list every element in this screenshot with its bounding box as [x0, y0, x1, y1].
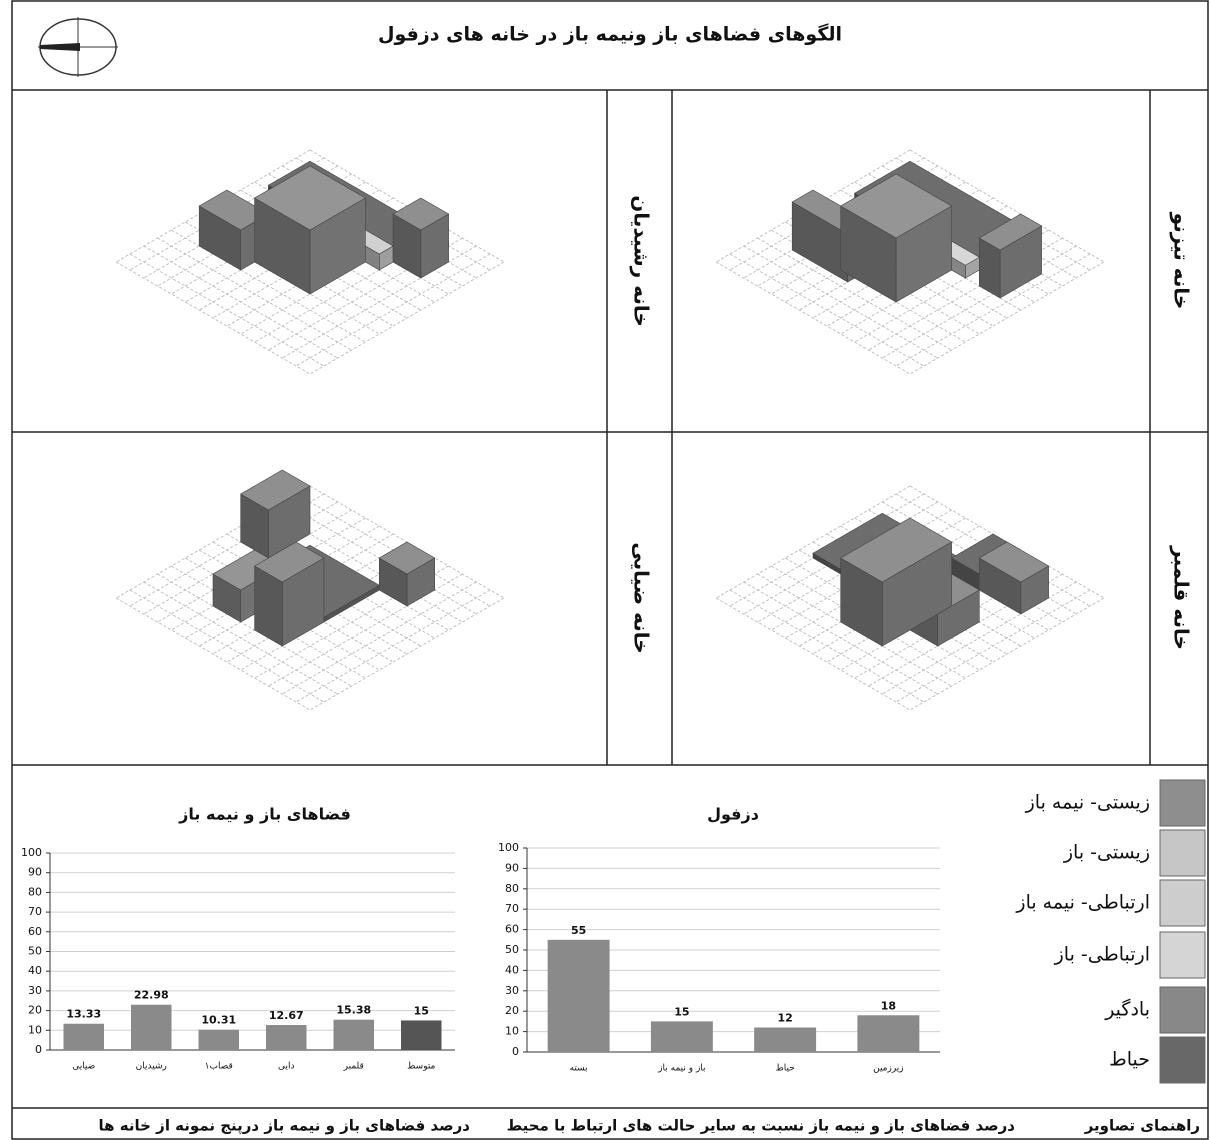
isometric-model — [116, 150, 504, 374]
value-label: 13.33 — [66, 1008, 101, 1021]
value-label: 18 — [881, 999, 896, 1012]
bar — [64, 1024, 105, 1050]
x-tick-label: متوسط — [407, 1062, 435, 1072]
x-tick-label: باز و نیمه باز — [657, 1064, 705, 1074]
value-label: 15.38 — [336, 1004, 371, 1017]
legend-label: حیاط — [1109, 1049, 1150, 1071]
logo — [38, 17, 118, 77]
x-tick-label: زیرزمین — [873, 1064, 904, 1074]
value-label: 12.67 — [269, 1009, 304, 1022]
legend-label: بادگیر — [1104, 998, 1150, 1021]
y-tick-label: 50 — [505, 943, 519, 956]
y-tick-label: 90 — [28, 866, 42, 879]
y-tick-label: 50 — [28, 945, 42, 958]
value-label: 12 — [777, 1012, 792, 1025]
bar — [199, 1030, 240, 1050]
y-tick-label: 10 — [28, 1023, 42, 1036]
bar — [857, 1015, 919, 1052]
y-tick-label: 90 — [505, 861, 519, 874]
bar — [334, 1020, 375, 1050]
y-tick-label: 10 — [505, 1025, 519, 1038]
y-tick-label: 40 — [505, 963, 519, 976]
legend-swatch — [1160, 932, 1205, 978]
legend-swatch — [1160, 880, 1205, 926]
value-label: 15 — [414, 1004, 429, 1017]
y-tick-label: 60 — [28, 925, 42, 938]
bar — [266, 1025, 307, 1050]
x-tick-label: قصاب۱ — [205, 1062, 233, 1072]
isometric-model — [716, 486, 1104, 710]
x-tick-label: حیاط — [775, 1064, 794, 1074]
legend-label: زیستی- باز — [1063, 842, 1150, 864]
y-tick-label: 0 — [35, 1043, 42, 1056]
isometric-model — [716, 150, 1104, 374]
figure: الگوهای فضاهای باز ونیمه باز در خانه های… — [0, 0, 1210, 1140]
y-tick-label: 20 — [28, 1004, 42, 1017]
y-tick-label: 60 — [505, 923, 519, 936]
chart-title: دزفول — [707, 805, 759, 824]
legend-swatch — [1160, 830, 1205, 876]
y-tick-label: 70 — [28, 905, 42, 918]
legend-swatch — [1160, 987, 1205, 1033]
y-tick-label: 30 — [505, 984, 519, 997]
bar — [131, 1005, 172, 1050]
house-label: خانه رشیدیان — [630, 195, 654, 327]
caption: درصد فضاهای باز و نیمه باز نسبت به سایر … — [507, 1117, 1016, 1135]
bar — [651, 1021, 713, 1052]
y-tick-label: 20 — [505, 1004, 519, 1017]
legend-label: زیستی- نیمه باز — [1025, 792, 1150, 814]
caption: درصد فضاهای باز و نیمه باز درپنج نمونه ا… — [99, 1117, 471, 1136]
house-label: خانه قلمبر — [1170, 545, 1194, 650]
y-tick-label: 100 — [21, 846, 42, 859]
x-tick-label: بسته — [570, 1064, 588, 1074]
value-label: 22.98 — [134, 989, 169, 1002]
caption: راهنمای تصاویر — [1084, 1117, 1200, 1135]
house-label: خانه ضیایی — [630, 542, 654, 653]
x-tick-label: قلمبر — [343, 1062, 364, 1072]
y-tick-label: 0 — [512, 1045, 519, 1058]
y-tick-label: 80 — [505, 882, 519, 895]
title: الگوهای فضاهای باز ونیمه باز در خانه های… — [378, 23, 842, 46]
y-tick-label: 100 — [498, 841, 519, 854]
bar — [401, 1020, 442, 1050]
legend-label: ارتباطی- نیمه باز — [1015, 892, 1150, 914]
y-tick-label: 30 — [28, 984, 42, 997]
bar — [754, 1028, 816, 1052]
x-tick-label: دایی — [278, 1062, 295, 1072]
y-tick-label: 80 — [28, 885, 42, 898]
legend-swatch — [1160, 1037, 1205, 1083]
value-label: 55 — [571, 924, 586, 937]
legend-swatch — [1160, 780, 1205, 826]
x-tick-label: ضیایی — [72, 1062, 95, 1072]
value-label: 10.31 — [201, 1014, 236, 1027]
x-tick-label: رشیدیان — [136, 1062, 167, 1072]
y-tick-label: 70 — [505, 902, 519, 915]
y-tick-label: 40 — [28, 964, 42, 977]
house-label: خانه تیزنو — [1170, 212, 1194, 310]
legend-label: ارتباطی- باز — [1054, 944, 1150, 966]
bar — [548, 940, 610, 1052]
isometric-model — [116, 470, 504, 710]
value-label: 15 — [674, 1005, 689, 1018]
chart-title: فضاهای باز و نیمه باز — [178, 805, 351, 824]
